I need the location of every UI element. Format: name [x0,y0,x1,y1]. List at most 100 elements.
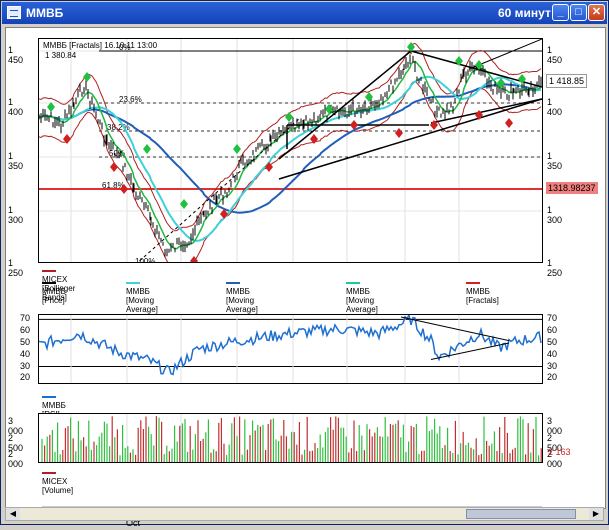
volume-y-tick-right: 2 000 [547,449,563,470]
volume-y-tick: 3 000 [8,416,24,437]
volume-y-tick: 2 500 [8,432,24,453]
fractal-down-marker [190,256,198,262]
rsi-y-tick: 40 [20,348,31,359]
rsi-y-tick-right: 50 [547,336,558,347]
fractal-up-marker [497,78,505,88]
legend-swatch [466,281,480,284]
price-y-tick-right: 1 300 [547,205,563,225]
fib-label: 100% [135,257,155,262]
chart-app-icon [7,6,21,19]
rsi-y-tick-right: 20 [547,372,558,383]
scroll-left-icon[interactable]: ◀ [6,508,20,520]
price-header-text: ММВБ [Fractals] 16.10.11 13:00 [43,41,158,50]
price-y-tick-right: 1 400 [547,97,563,117]
fractal-up-marker [83,72,91,82]
last-volume-tag: 2 163 [548,447,571,457]
price-legend-item: ММВБ [Moving Average] [126,278,158,314]
fractal-up-marker [518,74,526,84]
legend-swatch [42,269,56,272]
title-bar[interactable]: ММВБ 60 минут _ □ ✕ [2,2,607,24]
fractal-up-marker [47,102,55,112]
channel-top-line [278,50,412,160]
rsi-y-tick: 20 [20,372,31,383]
price-legend-item: ММВБ [Price] [42,278,66,305]
rsi-y-tick: 70 [20,313,31,324]
price-y-tick: 1 350 [8,151,24,171]
legend-swatch [346,281,360,284]
volume-legend-item: MICEX [Volume] [42,468,73,495]
fractal-up-marker [143,144,151,154]
fractal-down-marker [63,134,71,144]
fractal-down-marker [310,134,318,144]
bollinger-lower-line [39,80,542,262]
scroll-thumb[interactable] [466,509,576,519]
legend-label: MICEX [Bollinger Bands] [42,275,76,302]
price-panel[interactable]: 0% 23.6% 38.2% 50% 61.8% 100% ММВБ [Fractals]… [38,38,543,263]
fractal-up-marker [285,112,293,122]
scroll-right-icon[interactable]: ▶ [589,508,603,520]
price-legend-item: MICEX [Bollinger Bands] [42,266,75,302]
rsi-panel[interactable] [38,314,543,384]
moving-average-fast-line [39,60,542,250]
legend-swatch [42,471,56,474]
fractal-up-marker [365,92,373,102]
horizontal-scrollbar[interactable]: ◀ ▶ [5,507,604,521]
fib-label: 61.8% [102,181,125,190]
timeframe-label[interactable]: 60 минут [498,6,551,20]
fib-label: 0% [119,43,131,52]
price-chart-svg: 0%23.6%38.2%50%61.8%100% [39,39,542,262]
legend-label: ММВБ [Price] [42,287,66,305]
fractal-down-marker [110,162,118,172]
fractal-up-marker [325,104,333,114]
maximize-button[interactable]: □ [570,4,587,21]
price-y-tick-right: 1 450 [547,45,563,65]
fractal-down-marker [265,162,273,172]
moving-average-slow-line [39,83,542,214]
rsi-y-tick-right: 60 [547,325,558,336]
price-y-tick: 1 250 [8,258,24,278]
legend-label: MICEX [Volume] [42,477,74,495]
minimize-button[interactable]: _ [552,4,569,21]
window-title: ММВБ [26,6,64,20]
legend-label: ММВБ [Moving Average] [126,287,158,314]
rsi-y-tick-right: 30 [547,360,558,371]
price-y-tick: 1 400 [8,97,24,117]
price-y-tick: 1 300 [8,205,24,225]
volume-y-tick-right: 3 000 [547,416,563,437]
legend-label: ММВБ [Moving Average] [346,287,378,314]
volume-y-tick: 2 000 [8,449,24,470]
volume-chart-svg [41,414,542,462]
rsi-trend-bottom-line [430,342,510,360]
price-header-value: 1 380.84 [45,51,77,60]
fib-trend-line [137,118,300,262]
legend-label: ММВБ [Fractals] [466,287,499,305]
bollinger-upper-line [39,42,542,232]
price-legend-item: ММВБ [Moving Average] [226,278,258,314]
rsi-y-tick: 50 [20,336,31,347]
price-y-tick-right: 1 350 [547,151,563,171]
fractal-up-marker [233,144,241,154]
fractal-level-tag: 1318.98237 [546,182,598,194]
rsi-chart-svg [39,315,542,383]
fractal-up-marker [475,60,483,70]
legend-swatch [126,281,140,284]
close-button[interactable]: ✕ [588,4,605,21]
month-label: Oct [126,518,141,528]
fractal-down-marker [505,118,513,128]
legend-label: ММВБ [Moving Average] [226,287,258,314]
fractal-up-marker [455,56,463,66]
fractal-down-marker [220,209,228,219]
legend-swatch [226,281,240,284]
fractal-up-marker [407,42,415,52]
volume-y-tick-right: 2 500 [547,432,563,453]
rsi-y-tick-right: 70 [547,313,558,324]
legend-swatch [42,395,56,398]
price-y-tick: 1 450 [8,45,24,65]
fractal-down-marker [475,110,483,120]
volume-panel[interactable] [38,413,543,463]
fib-label: 23.6% [119,95,142,104]
moving-average-mid-line [39,75,542,242]
triangle-bottom-line [430,98,542,124]
fractal-down-marker [395,128,403,138]
